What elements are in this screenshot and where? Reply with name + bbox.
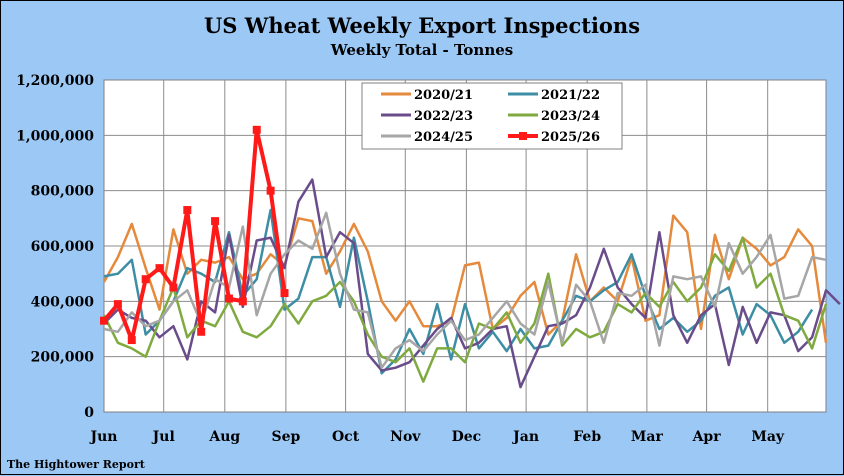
- series-marker-2025-26: [113, 300, 122, 309]
- x-tick-label: Nov: [390, 429, 421, 445]
- x-tick-label: Sep: [271, 429, 300, 445]
- legend-marker: [519, 132, 527, 140]
- chart-subtitle: Weekly Total - Tonnes: [330, 41, 513, 59]
- x-tick-label: Mar: [631, 429, 664, 445]
- series-line-2024-25: [103, 211, 827, 369]
- series-marker-2025-26: [183, 206, 192, 215]
- series-marker-2025-26: [266, 186, 275, 195]
- x-tick-label: Dec: [452, 429, 482, 445]
- legend-label: 2021/22: [541, 88, 600, 103]
- series-lines: [100, 125, 841, 389]
- y-tick-label: 400,000: [31, 294, 95, 310]
- series-marker-2025-26: [141, 275, 150, 284]
- legend-label: 2022/23: [414, 109, 473, 124]
- series-line-2025-26: [102, 127, 287, 343]
- series-marker-2025-26: [238, 297, 247, 306]
- x-tick-label: Feb: [573, 429, 601, 445]
- legend-label: 2024/25: [414, 130, 473, 145]
- y-tick-label: 200,000: [31, 350, 95, 366]
- x-tick-label: Jan: [511, 429, 539, 445]
- series-marker-2025-26: [127, 336, 136, 345]
- y-tick-label: 800,000: [31, 184, 95, 200]
- y-tick-label: 0: [84, 405, 94, 421]
- x-tick-label: Aug: [208, 429, 240, 445]
- legend: 2020/21 2021/22 2022/23 2023/24 2024/25 2025/…: [361, 82, 623, 150]
- legend-label: 2025/26: [541, 130, 600, 145]
- y-tick-label: 1,200,000: [16, 73, 94, 89]
- series-marker-2025-26: [211, 217, 220, 226]
- y-tick-label: 1,000,000: [16, 128, 94, 144]
- footer-source: The Hightower Report: [7, 458, 146, 471]
- series-marker-2025-26: [252, 125, 261, 134]
- series-marker-2025-26: [197, 327, 206, 336]
- x-tick-label: Jul: [151, 429, 175, 445]
- chart-title: US Wheat Weekly Export Inspections: [204, 13, 640, 38]
- series-marker-2025-26: [224, 294, 233, 303]
- x-tick-label: Apr: [692, 429, 722, 445]
- legend-label: 2020/21: [414, 88, 473, 103]
- series-marker-2025-26: [100, 316, 108, 325]
- x-tick-label: Jun: [89, 429, 118, 445]
- x-tick-label: May: [751, 429, 785, 445]
- series-marker-2025-26: [155, 264, 164, 273]
- x-axis-labels: Jun Jul Aug Sep Oct Nov Dec Jan Feb Mar Apr May: [89, 429, 785, 445]
- legend-label: 2023/24: [541, 109, 600, 124]
- series-line-2023-24: [102, 236, 828, 383]
- y-tick-label: 600,000: [31, 239, 95, 255]
- series-marker-2025-26: [280, 289, 289, 298]
- y-axis-labels: 0 200,000 400,000 600,000 800,000 1,000,000 1,…: [16, 73, 94, 421]
- x-tick-label: Oct: [332, 429, 360, 445]
- series-marker-2025-26: [169, 283, 178, 292]
